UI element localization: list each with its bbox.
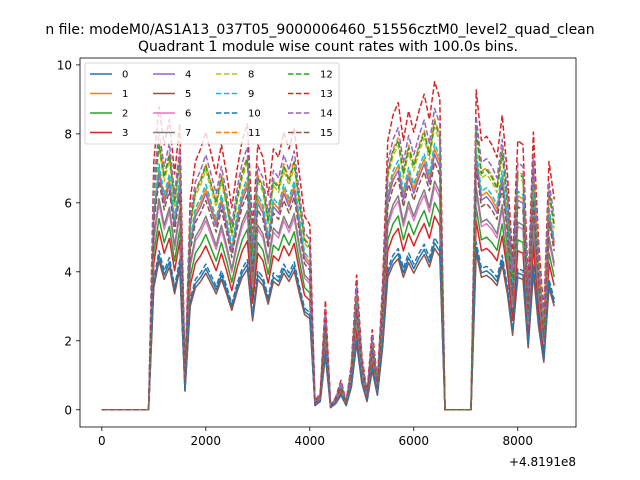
- plot-frame: [79, 57, 577, 428]
- series-line-14: [101, 107, 555, 411]
- legend-box: [84, 62, 340, 145]
- legend-label-5: 5: [185, 89, 191, 100]
- legend-label-7: 7: [185, 128, 191, 139]
- legend-label-0: 0: [122, 70, 128, 81]
- x-tick-label: 4000: [295, 434, 326, 448]
- legend-label-10: 10: [248, 109, 261, 120]
- y-tick-label: 10: [57, 58, 72, 72]
- x-tick-label: 6000: [399, 434, 430, 448]
- series-line-10: [101, 236, 555, 411]
- legend-label-13: 13: [320, 89, 333, 100]
- figure-suptitle: n file: modeM0/AS1A13_037T05_9000006460_…: [45, 22, 594, 38]
- series-line-15: [101, 161, 555, 411]
- series-line-5: [101, 247, 555, 411]
- x-axis: 0 2000 4000 6000 8000: [98, 427, 533, 448]
- x-offset-text: +4.8191e8: [509, 455, 576, 469]
- legend-label-11: 11: [248, 128, 261, 139]
- y-tick-label: 6: [64, 196, 72, 210]
- y-tick-label: 0: [64, 403, 72, 417]
- legend-label-4: 4: [185, 70, 191, 81]
- y-tick-label: 4: [64, 265, 72, 279]
- x-tick-label: 8000: [502, 434, 533, 448]
- series-layer: [101, 80, 555, 411]
- y-axis: 0 2 4 6 8 10: [57, 58, 80, 417]
- y-tick-label: 2: [64, 334, 72, 348]
- x-tick-label: 2000: [191, 434, 222, 448]
- legend-label-6: 6: [185, 109, 191, 120]
- y-tick-label: 8: [64, 127, 72, 141]
- x-tick-label: 0: [98, 434, 106, 448]
- legend-label-8: 8: [248, 70, 254, 81]
- legend-label-12: 12: [320, 70, 333, 81]
- legend-label-15: 15: [320, 128, 333, 139]
- legend-label-2: 2: [122, 109, 128, 120]
- legend-label-14: 14: [320, 109, 333, 120]
- legend-label-3: 3: [122, 128, 128, 139]
- legend-label-1: 1: [122, 89, 128, 100]
- series-line-13: [101, 80, 555, 411]
- chart-title: Quadrant 1 module wise count rates with …: [138, 39, 518, 55]
- legend-label-9: 9: [248, 89, 254, 100]
